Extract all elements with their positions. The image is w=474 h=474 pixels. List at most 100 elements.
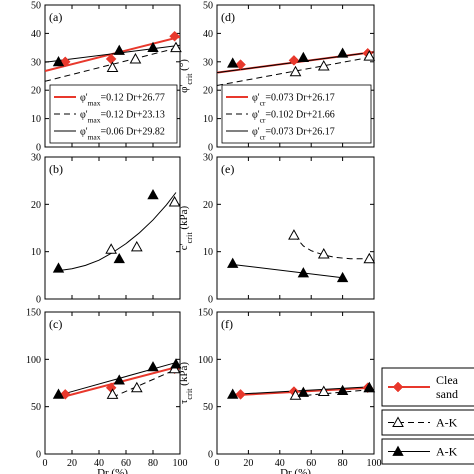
legend-entry-0: φ'max=0.12 Dr+26.77	[80, 93, 165, 108]
legend-entry-2: φ'max=0.06 Dr+29.82	[80, 127, 165, 142]
x-tick-label: 0	[215, 458, 220, 469]
y-axis-label: c'crit (kPa)	[178, 205, 194, 250]
y-tick-label: 20	[31, 86, 41, 97]
data-point	[336, 47, 349, 58]
y-tick-label: 0	[208, 295, 213, 306]
panel-e: 0 10 20 30 (e) c'crit (kPa)	[178, 153, 376, 306]
panel-a: 0 10 20 30 40 50 (a) φ'max=0.12 Dr+26.77 φ'max=0…	[31, 1, 182, 154]
data-point	[130, 381, 143, 393]
x-tick-label: 60	[121, 458, 131, 469]
data-point	[227, 388, 239, 399]
data-point	[235, 389, 246, 400]
data-point	[113, 374, 125, 385]
data-point	[297, 267, 310, 278]
y-tick-label: 20	[203, 86, 213, 97]
data-point	[106, 388, 119, 399]
data-point	[227, 57, 239, 68]
side-legend-label-0: sand	[436, 387, 458, 401]
fit-line-0	[58, 192, 177, 272]
y-tick-label: 40	[203, 29, 213, 40]
panel-label: (b)	[49, 162, 63, 176]
x-axis-label: Dr (%)	[280, 467, 311, 474]
fit-lines	[58, 192, 177, 272]
data-point	[129, 52, 142, 64]
plot-frame	[216, 4, 375, 148]
y-tick-label: 10	[203, 114, 213, 125]
x-tick-label: 40	[94, 458, 104, 469]
fit-line-1	[232, 263, 343, 279]
legend-box	[49, 84, 178, 144]
data-point	[227, 257, 239, 268]
data-point	[363, 381, 375, 393]
data-point	[288, 55, 300, 66]
fit-line-1	[45, 46, 180, 82]
data-point	[170, 41, 182, 53]
side-legend-label-2: A-K	[436, 445, 458, 459]
fit-line-0	[293, 234, 370, 260]
data-point	[113, 44, 125, 55]
data-point	[363, 252, 376, 264]
y-tick-label: 0	[36, 295, 41, 306]
x-tick-label: 20	[243, 458, 253, 469]
y-axis-label: φ'crit (°)	[178, 59, 194, 93]
data-point	[147, 41, 159, 52]
x-tick-label: 100	[367, 458, 382, 469]
y-tick-label: 30	[31, 57, 41, 68]
data-point	[169, 30, 180, 42]
panel-d: 0 10 20 30 40 50 (d) φ'crit (°) φ'cr=0.073 Dr+26…	[178, 1, 376, 154]
data-point	[288, 229, 300, 240]
data-point	[317, 385, 330, 397]
data-point	[317, 248, 330, 259]
x-tick-label: 40	[275, 458, 285, 469]
panel-c: 0 20 40 60 80 100 0 50 100 150 (c) Dr (%)	[26, 308, 188, 474]
x-tick-label: 80	[148, 458, 158, 469]
y-tick-label: 10	[203, 247, 213, 258]
data-point	[317, 60, 330, 71]
plot-frame	[44, 156, 181, 300]
x-tick-label: 20	[67, 458, 77, 469]
panel-label: (d)	[221, 10, 235, 24]
panel-label: (f)	[221, 317, 233, 331]
y-tick-label: 150	[26, 308, 41, 319]
plot-frame	[44, 4, 181, 148]
data-point	[297, 386, 310, 397]
data-point	[105, 243, 117, 254]
panel-f: 0 20 40 60 80 100 0 50 100 150 (f) Dr (%) τcrit (kPa…	[178, 308, 382, 474]
side-legend-marker-1	[392, 416, 404, 427]
legend-entry-2: φ'cr=0.073 Dr+26.17	[252, 127, 335, 142]
data-point	[336, 271, 349, 283]
data-point	[170, 358, 182, 369]
side-legend-marker-0	[392, 381, 404, 393]
side-legend-label-0: Clea	[436, 373, 459, 387]
y-tick-label: 100	[26, 355, 41, 366]
data-point	[289, 389, 302, 400]
legend-entry-1: φ'cr=0.102 Dr+21.66	[252, 110, 335, 125]
x-axis-label: Dr (%)	[97, 467, 128, 474]
x-tick-label: 100	[173, 458, 188, 469]
data-point	[130, 240, 143, 252]
data-point	[168, 195, 181, 207]
y-tick-label: 0	[36, 143, 41, 154]
panel-label: (c)	[49, 317, 62, 331]
fit-line-1	[217, 56, 374, 86]
y-tick-label: 50	[203, 402, 213, 413]
plot-frame	[216, 156, 375, 300]
y-tick-label: 0	[208, 143, 213, 154]
y-tick-label: 10	[31, 247, 41, 258]
data-point	[147, 189, 159, 200]
y-tick-label: 40	[31, 29, 41, 40]
panel-label: (a)	[49, 10, 62, 24]
data-point	[289, 65, 302, 77]
y-tick-label: 50	[31, 402, 41, 413]
y-tick-label: 0	[36, 450, 41, 461]
data-point	[363, 50, 376, 61]
plot-frame	[44, 311, 181, 455]
y-axis-label: τcrit (kPa)	[178, 362, 194, 404]
data-point	[336, 384, 349, 395]
y-tick-label: 100	[198, 355, 213, 366]
y-tick-label: 30	[203, 153, 213, 164]
x-tick-label: 80	[338, 458, 348, 469]
y-tick-label: 50	[31, 1, 41, 12]
